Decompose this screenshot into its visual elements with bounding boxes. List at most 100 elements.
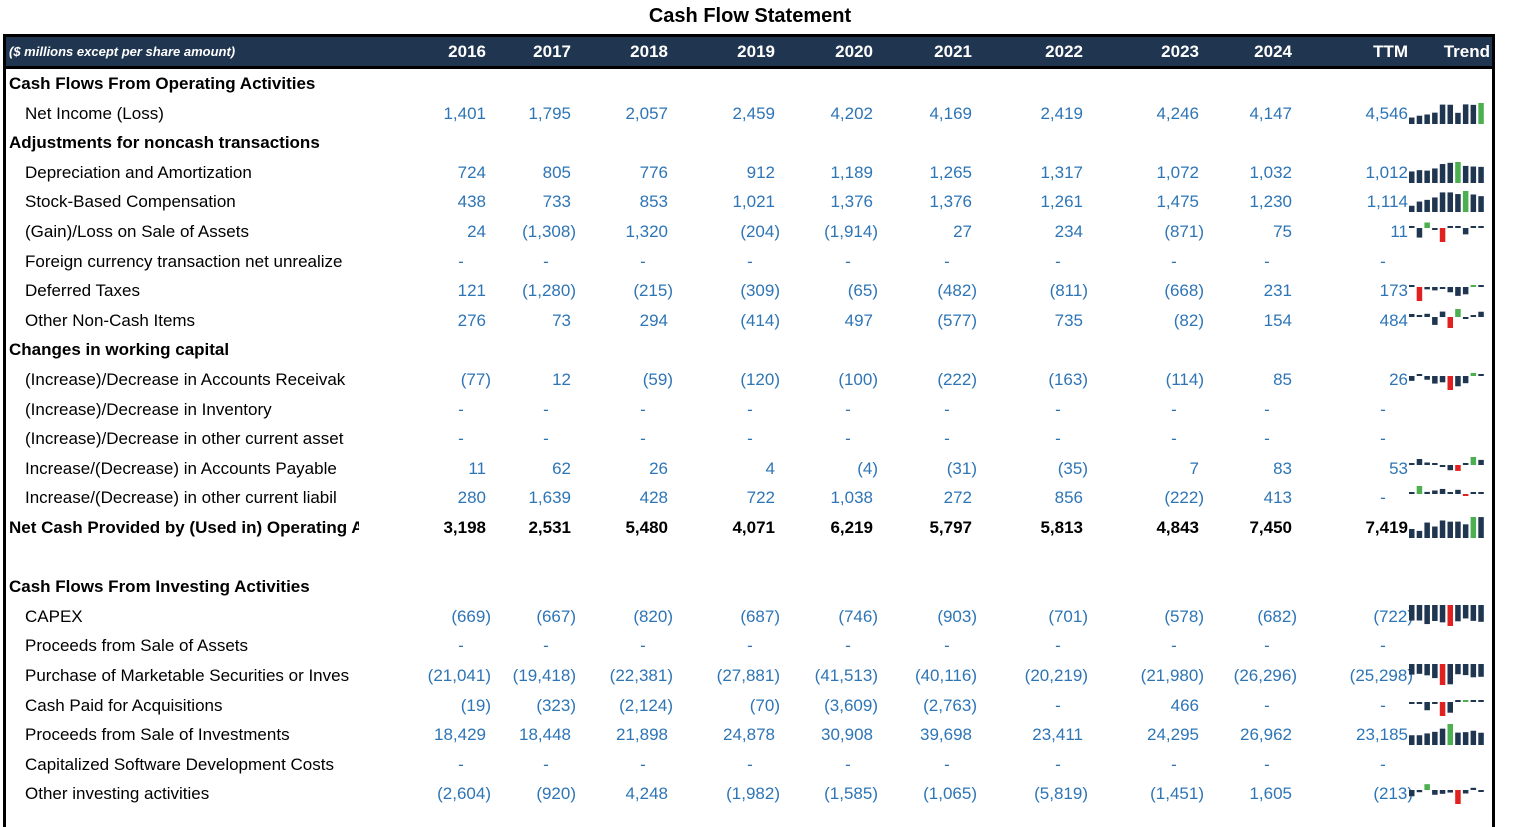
column-header-2017: 2017 <box>533 42 571 61</box>
cell-value: (414) <box>740 310 780 330</box>
cell-value: - <box>1171 251 1177 271</box>
table-row: Net Income (Loss) 1,401 1,795 2,057 2,459 4,2… <box>6 99 1492 128</box>
trend-bar <box>1470 517 1477 538</box>
trend-bar <box>1462 165 1469 183</box>
trend-bar <box>1470 194 1477 213</box>
column-header-2022: 2022 <box>1045 42 1083 61</box>
cell-value: - <box>1264 695 1270 715</box>
cell-value: 856 <box>1054 488 1083 508</box>
cell-value: - <box>543 429 549 449</box>
trend-bar <box>1409 735 1415 746</box>
cell-value: 26 <box>1389 370 1408 389</box>
cell-value: (163) <box>1048 370 1088 389</box>
cell-value: 733 <box>542 192 571 212</box>
cell-value: (82) <box>1173 310 1204 330</box>
cell-value: 39,698 <box>920 725 972 745</box>
trend-bar <box>1416 664 1423 674</box>
row-label: Increase/(Decrease) in other current lia… <box>25 488 337 508</box>
trend-bar <box>1432 228 1438 230</box>
cell-value: - <box>1171 429 1177 449</box>
cell-value: - <box>543 399 549 419</box>
cell-value: 73 <box>552 310 571 330</box>
cell-value: 18,429 <box>434 725 486 745</box>
trend-bar <box>1478 226 1484 228</box>
section-row: Cash Flows From Operating Activities <box>6 69 1492 98</box>
trend-bar <box>1455 287 1461 297</box>
row-label: Capitalized Software Development Costs <box>25 754 334 774</box>
cell-value: 805 <box>542 162 571 182</box>
row-label: Purchase of Marketable Securities or Inv… <box>25 666 350 685</box>
table-row: Stock-Based Compensation 438 733 853 1,021 1,… <box>6 187 1492 216</box>
cell-value: 1,376 <box>929 192 972 212</box>
row-label: Proceeds from Sale of Assets <box>25 636 248 656</box>
cell-value: - <box>944 429 950 449</box>
trend-bar <box>1462 699 1469 702</box>
cell-value: - <box>1380 429 1386 449</box>
cell-value: (4) <box>857 458 878 478</box>
cell-value: - <box>747 251 753 271</box>
trend-bar <box>1439 790 1446 795</box>
trend-bar <box>1447 724 1453 746</box>
cell-value: - <box>1171 636 1177 656</box>
cell-value: - <box>1171 399 1177 419</box>
row-label: (Increase)/Decrease in other current ass… <box>25 429 344 449</box>
trend-bar <box>1432 790 1438 796</box>
trend-bar <box>1455 664 1461 675</box>
cell-value: - <box>458 636 464 656</box>
cell-value: 4,071 <box>732 518 775 537</box>
row-label: Other investing activities <box>25 784 210 804</box>
cell-value: (19) <box>460 695 491 715</box>
trend-bar <box>1470 788 1477 791</box>
cell-value: (1,585) <box>824 784 878 804</box>
trend-bar <box>1462 316 1469 319</box>
cell-value: 2,531 <box>528 518 571 537</box>
column-header-2023: 2023 <box>1161 42 1199 61</box>
cell-value: (667) <box>536 606 576 626</box>
cell-value: - <box>1055 695 1061 715</box>
column-header-2018: 2018 <box>630 42 668 61</box>
trend-sparkline <box>1409 604 1484 626</box>
cell-value: - <box>1055 636 1061 656</box>
cell-value: (25,298) <box>1349 666 1413 685</box>
trend-bar <box>1439 520 1446 538</box>
trend-sparkline <box>1409 699 1484 716</box>
cell-value: 5,797 <box>929 518 972 537</box>
cell-value: 1,795 <box>528 103 571 123</box>
cell-value: - <box>944 399 950 419</box>
cell-value: - <box>458 754 464 774</box>
cell-value: - <box>458 429 464 449</box>
cell-value: 3,198 <box>443 518 486 537</box>
table-row: (Increase)/Decrease in Accounts Receivak… <box>6 365 1492 394</box>
trend-bar <box>1462 191 1469 213</box>
trend-bar <box>1416 790 1423 793</box>
trend-bar <box>1439 376 1446 383</box>
column-header-2020: 2020 <box>835 42 873 61</box>
cell-value: 26 <box>649 458 668 478</box>
cell-value: - <box>944 636 950 656</box>
cell-value: 11 <box>1390 222 1408 241</box>
cell-value: - <box>1264 754 1270 774</box>
cell-value: 4,246 <box>1156 103 1199 123</box>
trend-bar <box>1447 162 1453 183</box>
cell-value: 4 <box>765 458 775 478</box>
trend-bar <box>1462 664 1469 676</box>
trend-bar <box>1416 530 1423 538</box>
trend-bar <box>1470 699 1477 702</box>
trend-bar <box>1409 285 1415 288</box>
cell-value: 724 <box>457 162 486 182</box>
cell-value: 1,038 <box>830 488 873 508</box>
table-row: Increase/(Decrease) in Accounts Payable 1… <box>6 454 1492 483</box>
cell-value: 853 <box>639 192 668 212</box>
trend-bar <box>1432 701 1438 704</box>
row-label: Adjustments for noncash transactions <box>9 133 320 153</box>
trend-bar <box>1455 604 1461 622</box>
table-row: Cash Paid for Acquisitions (19) (323) (2,12… <box>6 691 1492 720</box>
trend-bar <box>1424 492 1430 495</box>
trend-bar <box>1478 732 1484 746</box>
trend-bar <box>1455 790 1461 805</box>
cell-value: (20,219) <box>1024 666 1088 685</box>
cell-value: 4,248 <box>625 784 668 804</box>
trend-bar <box>1478 459 1484 465</box>
trend-bar <box>1416 228 1423 238</box>
cell-value: - <box>1380 251 1386 271</box>
